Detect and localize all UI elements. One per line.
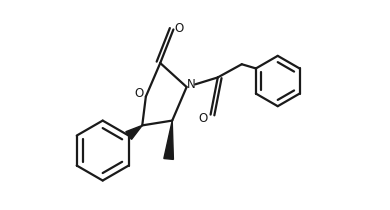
Polygon shape bbox=[164, 121, 174, 159]
Text: N: N bbox=[186, 78, 195, 91]
Text: O: O bbox=[135, 87, 144, 100]
Text: O: O bbox=[199, 112, 208, 125]
Text: O: O bbox=[175, 22, 184, 35]
Polygon shape bbox=[126, 125, 142, 139]
